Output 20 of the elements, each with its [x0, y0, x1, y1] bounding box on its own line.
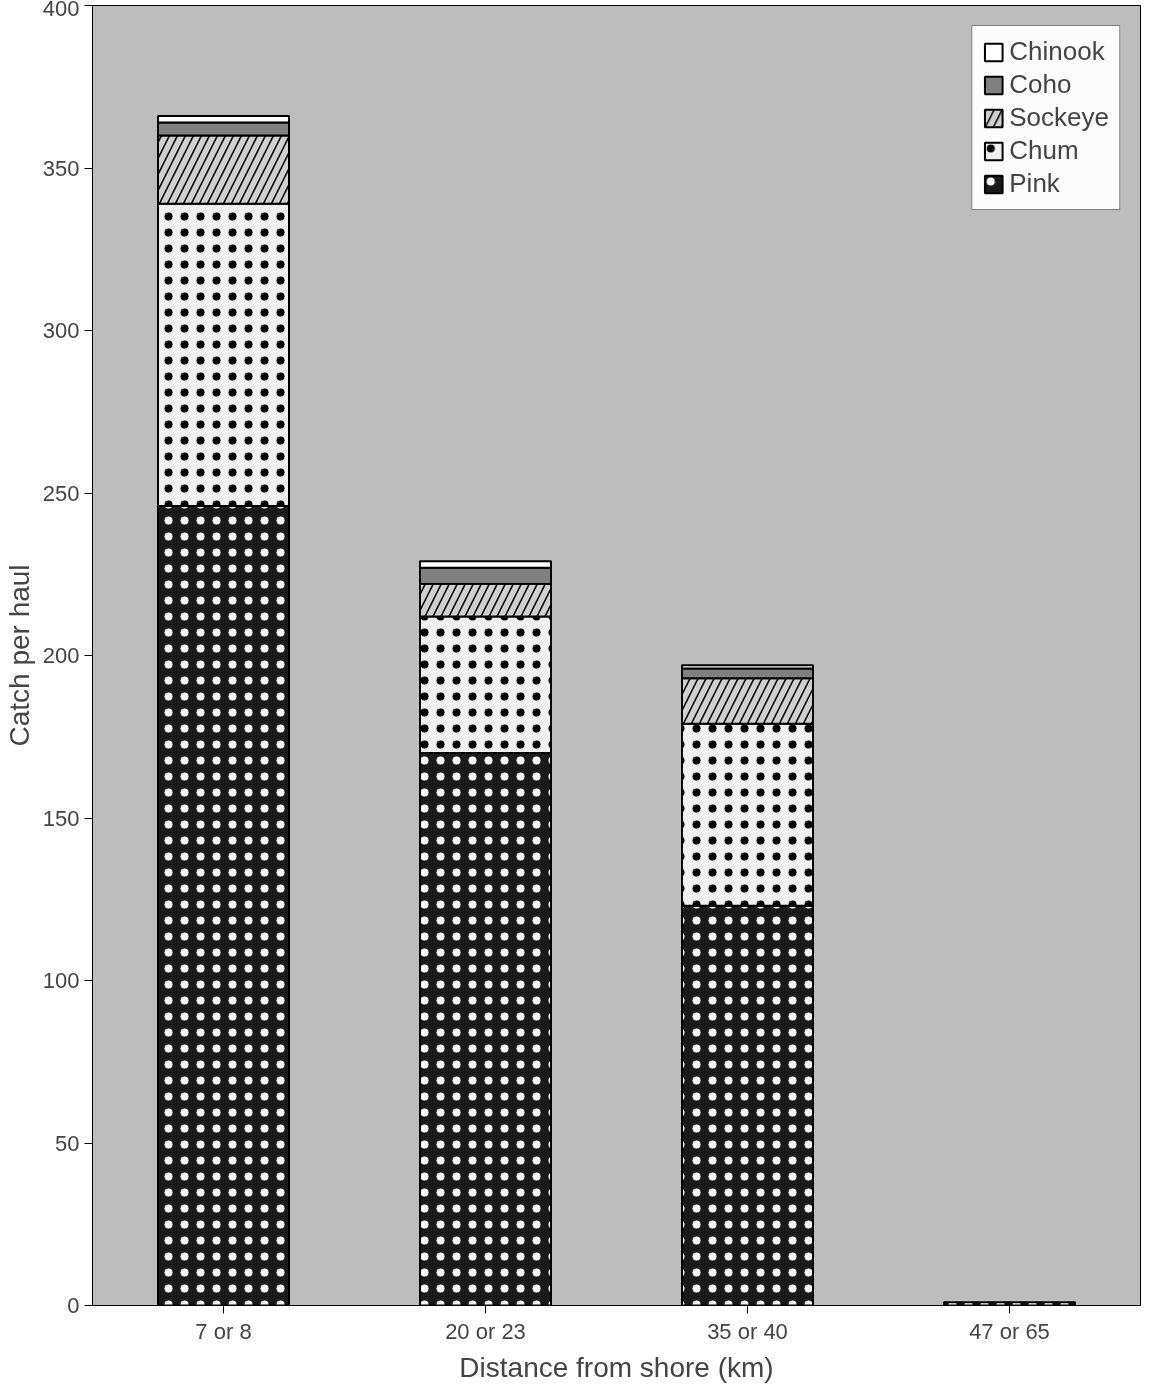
- y-tick-label: 200: [42, 643, 80, 668]
- legend-label: Chum: [1009, 135, 1079, 166]
- y-tick-label: 100: [42, 968, 80, 993]
- x-tick-label: 7 or 8: [195, 1318, 252, 1344]
- y-tick-label: 50: [55, 1130, 80, 1156]
- x-tick-label: 35 or 40: [707, 1318, 788, 1344]
- legend-label: Coho: [1009, 69, 1072, 100]
- legend-label: Chinook: [1009, 36, 1105, 67]
- x-tick-label: 20 or 23: [445, 1318, 526, 1344]
- y-tick-label: 400: [42, 0, 80, 21]
- x-tick-label: 47 or 65: [969, 1318, 1050, 1344]
- y-tick-label: 300: [42, 318, 80, 343]
- y-tick-label: 250: [42, 480, 80, 506]
- y-tick-label: 350: [42, 155, 80, 181]
- y-axis-title: Catch per haul: [3, 564, 35, 747]
- legend-label: Pink: [1009, 168, 1060, 199]
- y-tick-label: 0: [67, 1293, 80, 1318]
- x-axis-title: Distance from shore (km): [459, 1351, 774, 1383]
- legend-label: Sockeye: [1009, 102, 1109, 133]
- y-tick-label: 150: [42, 805, 80, 831]
